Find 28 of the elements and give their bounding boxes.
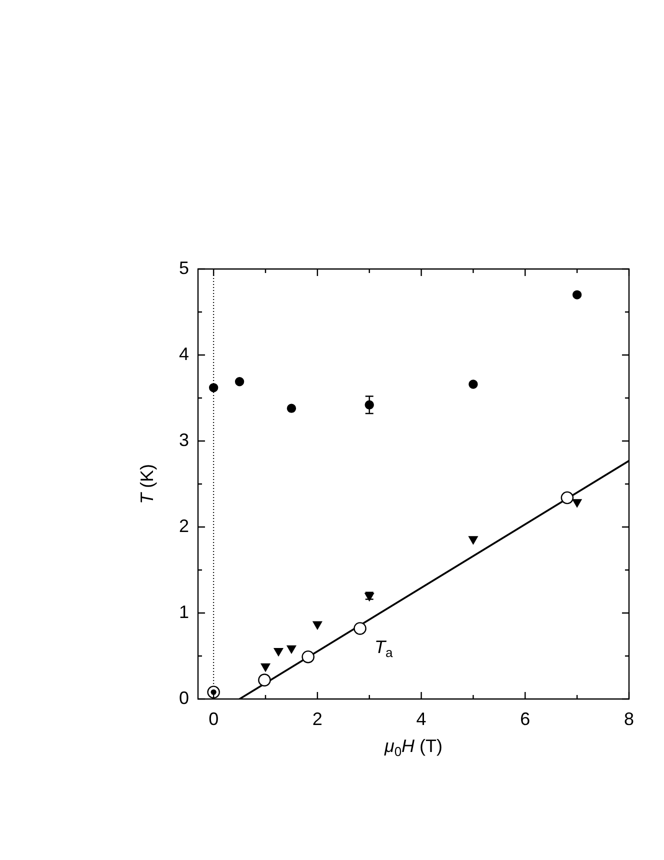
x-tick-label: 0 <box>208 708 219 729</box>
point <box>258 674 271 686</box>
point <box>560 491 574 504</box>
x-tick-label: 6 <box>520 708 530 729</box>
y-tick-label: 3 <box>178 430 189 450</box>
x-tick-label: 8 <box>624 708 634 729</box>
point <box>234 377 244 386</box>
y-tick-label: 5 <box>178 258 189 278</box>
point <box>208 383 218 392</box>
point <box>354 622 366 635</box>
point <box>286 645 296 654</box>
point <box>286 404 296 413</box>
y-tick-label: 2 <box>178 516 189 536</box>
point <box>572 499 582 508</box>
point <box>260 663 270 672</box>
point <box>572 290 582 300</box>
point <box>468 536 478 544</box>
y-tick-label: 4 <box>178 344 189 364</box>
x-tick-label: 2 <box>312 708 322 729</box>
point <box>312 621 322 630</box>
y-tick-label: 1 <box>178 602 189 622</box>
point <box>274 648 284 656</box>
y-tick-label: 0 <box>178 688 189 708</box>
y-axis-title: T (K) <box>136 464 157 504</box>
point <box>468 380 478 389</box>
point <box>302 650 314 664</box>
point <box>207 686 220 699</box>
x-tick-label: 4 <box>416 708 426 729</box>
